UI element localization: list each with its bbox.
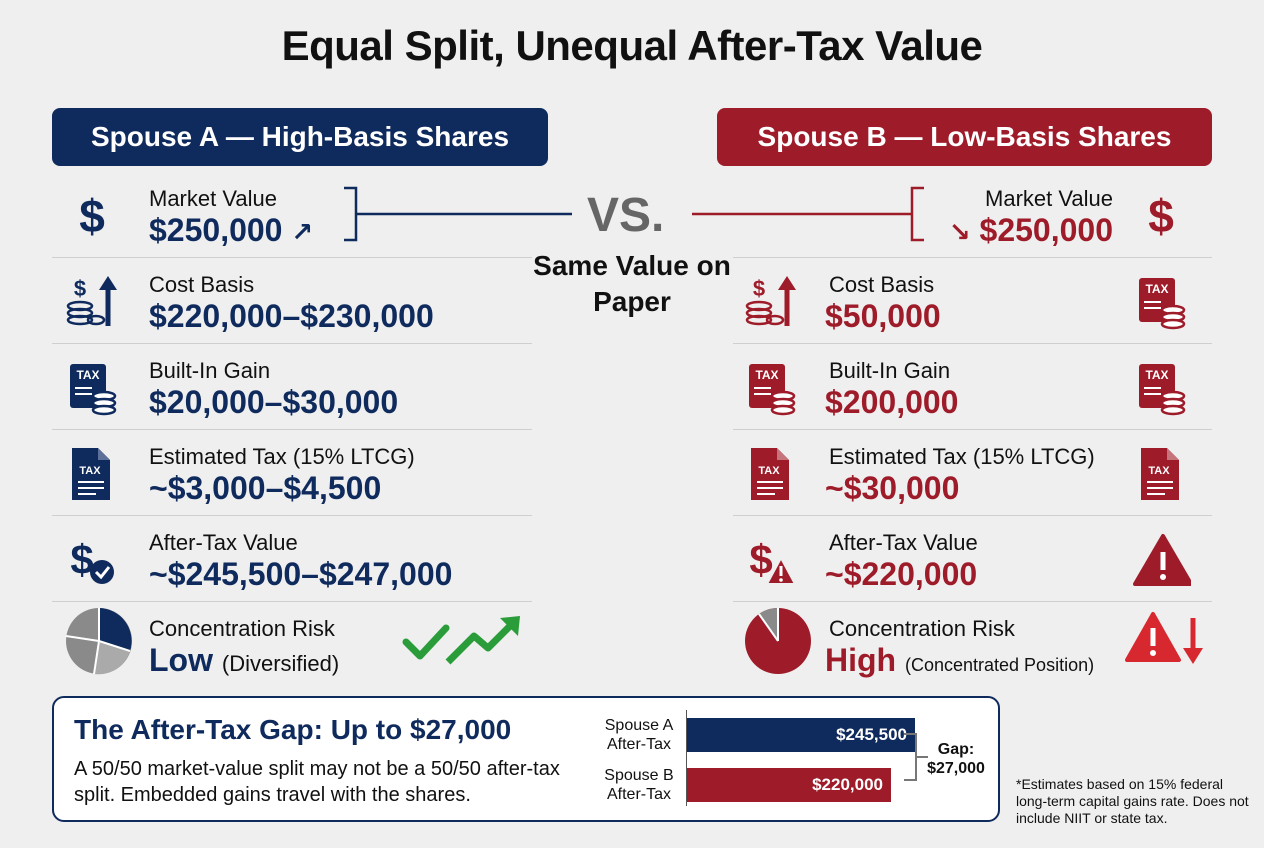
svg-text:TAX: TAX: [755, 368, 778, 382]
cost-basis-label: Cost Basis: [829, 272, 935, 297]
built-in-gain-label: Built-In Gain: [829, 358, 951, 383]
svg-text:TAX: TAX: [79, 465, 101, 477]
tax-coins-icon: TAX: [741, 358, 801, 418]
tax-document-icon: TAX: [1131, 444, 1191, 504]
market-value: ↘ $250,000: [948, 212, 1113, 248]
dollar-check-icon: $: [62, 530, 122, 590]
coins-arrow-up-icon: $: [62, 272, 122, 332]
spouse-a-header: Spouse A — High-Basis Shares: [52, 108, 548, 166]
b-after-tax-row: $ After-Tax Value ~$220,000: [733, 516, 1212, 602]
after-tax-gap-box: The After-Tax Gap: Up to $27,000 A 50/50…: [52, 696, 1000, 822]
svg-text:$: $: [70, 536, 93, 583]
cost-basis-value: $50,000: [825, 298, 941, 334]
after-tax-label: After-Tax Value: [149, 530, 298, 555]
concentration-value: Low (Diversified): [149, 642, 340, 678]
svg-text:$: $: [74, 276, 86, 301]
vs-label: VS.: [587, 189, 665, 242]
svg-text:$: $: [753, 276, 765, 301]
a-cost-basis-row: $ Cost Basis $220,000–$230,000: [52, 258, 532, 344]
svg-text:TAX: TAX: [76, 368, 99, 382]
b-market-value-row: $ Market Value ↘ $250,000: [733, 172, 1212, 258]
coins-arrow-up-icon: $: [741, 272, 801, 332]
tax-coins-icon: TAX: [62, 358, 122, 418]
concentration-label: Concentration Risk: [829, 616, 1015, 641]
a-concentration-row: Concentration Risk Low (Diversified): [52, 602, 532, 688]
market-value-label: Market Value: [985, 186, 1113, 211]
bar-axis: [686, 710, 687, 806]
built-in-gain-label: Built-In Gain: [149, 358, 271, 383]
tax-coins-icon: TAX: [1131, 272, 1191, 332]
gap-title: The After-Tax Gap: Up to $27,000: [74, 714, 512, 745]
svg-text:$: $: [1148, 190, 1174, 242]
svg-text:TAX: TAX: [758, 465, 780, 477]
pie-chart-icon: [64, 606, 134, 676]
bar-label-b: Spouse B After-Tax: [604, 767, 674, 803]
gap-value: Gap: $27,000: [927, 741, 985, 777]
same-value-label: Same Value on Paper: [533, 250, 731, 317]
bar-label-a: Spouse A After-Tax: [604, 717, 674, 753]
gap-bracket: [904, 733, 928, 781]
svg-text:$: $: [79, 190, 105, 242]
after-tax-value: ~$220,000: [825, 556, 978, 592]
market-value: $250,000 ↗: [149, 212, 314, 248]
warning-arrow-down-icon: [1123, 608, 1205, 673]
estimated-tax-value: ~$30,000: [825, 470, 960, 506]
check-trend-up-icon: [402, 610, 522, 675]
a-built-in-gain-row: TAX Built-In Gain $20,000–$30,000: [52, 344, 532, 430]
estimated-tax-label: Estimated Tax (15% LTCG): [149, 444, 415, 469]
b-estimated-tax-row: TAX Estimated Tax (15% LTCG) ~$30,000 TA…: [733, 430, 1212, 516]
arrow-up-right-icon: ↗: [291, 217, 314, 247]
concentration-value: High (Concentrated Position): [825, 642, 1095, 678]
estimated-tax-label: Estimated Tax (15% LTCG): [829, 444, 1095, 469]
after-tax-label: After-Tax Value: [829, 530, 978, 555]
arrow-down-right-icon: ↘: [948, 217, 971, 247]
vs-connector: [344, 186, 924, 242]
concentration-label: Concentration Risk: [149, 616, 335, 641]
gap-description: A 50/50 market-value split may not be a …: [74, 758, 560, 806]
bar-spouse-a: $245,500: [687, 718, 915, 752]
pie-chart-icon: [743, 606, 813, 676]
a-estimated-tax-row: TAX Estimated Tax (15% LTCG) ~$3,000–$4,…: [52, 430, 532, 516]
a-market-value-row: $ Market Value $250,000 ↗: [52, 172, 532, 258]
svg-text:$: $: [749, 536, 772, 583]
built-in-gain-value: $200,000: [825, 384, 959, 420]
svg-text:TAX: TAX: [1145, 368, 1168, 382]
b-built-in-gain-row: TAX Built-In Gain $200,000 TAX: [733, 344, 1212, 430]
b-concentration-row: Concentration Risk High (Concentrated Po…: [733, 602, 1212, 688]
cost-basis-label: Cost Basis: [149, 272, 255, 297]
tax-coins-icon: TAX: [1131, 358, 1191, 418]
svg-text:TAX: TAX: [1145, 282, 1168, 296]
cost-basis-value: $220,000–$230,000: [149, 298, 434, 334]
page-title: Equal Split, Unequal After-Tax Value: [281, 22, 983, 69]
dollar-icon: $: [1131, 186, 1191, 246]
tax-document-icon: TAX: [741, 444, 801, 504]
bar-spouse-b: $220,000: [687, 768, 891, 802]
spouse-b-header: Spouse B — Low-Basis Shares: [717, 108, 1212, 166]
warning-icon: [1131, 530, 1191, 590]
tax-document-icon: TAX: [62, 444, 122, 504]
market-value-label: Market Value: [149, 186, 277, 211]
built-in-gain-value: $20,000–$30,000: [149, 384, 399, 420]
a-after-tax-row: $ After-Tax Value ~$245,500–$247,000: [52, 516, 532, 602]
dollar-warning-icon: $: [741, 530, 801, 590]
svg-text:TAX: TAX: [1148, 465, 1170, 477]
b-cost-basis-row: $ Cost Basis $50,000 TAX: [733, 258, 1212, 344]
dollar-icon: $: [62, 186, 122, 246]
after-tax-value: ~$245,500–$247,000: [149, 556, 453, 592]
footnote: *Estimates based on 15% federal long-ter…: [1016, 776, 1249, 826]
estimated-tax-value: ~$3,000–$4,500: [149, 470, 382, 506]
